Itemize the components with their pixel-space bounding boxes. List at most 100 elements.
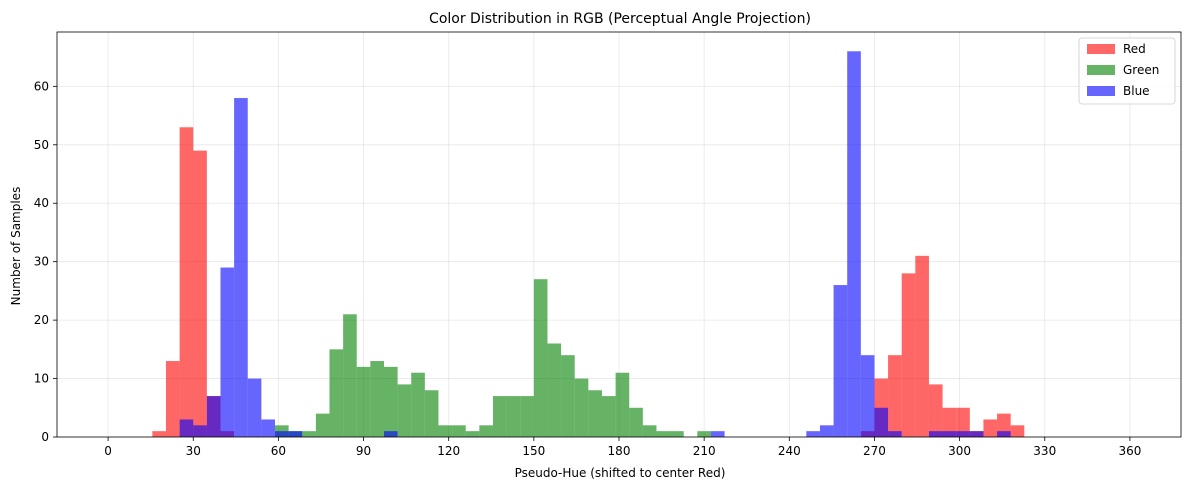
bar-red — [956, 407, 970, 437]
bar-green — [629, 407, 643, 437]
bar-green — [370, 361, 384, 437]
bar-blue — [969, 431, 984, 437]
legend-label-green: Green — [1123, 63, 1159, 77]
bar-blue — [261, 419, 275, 437]
bar-blue — [847, 51, 861, 438]
y-axis-label: Number of Samples — [9, 187, 23, 306]
bar-blue — [383, 431, 398, 437]
bar-green — [329, 349, 344, 437]
bar-blue — [888, 431, 902, 437]
bar-blue — [997, 431, 1011, 437]
bar-green — [547, 343, 562, 437]
bar-green — [479, 425, 493, 437]
ticks-layer: 0 30 60 90 120 150 180 210 240 270 300 330 360 0 10 20 3… — [34, 79, 1142, 458]
bar-red — [165, 361, 180, 437]
bar-green — [274, 425, 289, 437]
bar-red — [193, 150, 207, 438]
x-tick-label: 120 — [437, 444, 460, 458]
bar-red — [1010, 425, 1025, 437]
bar-blue — [234, 98, 248, 437]
x-tick-label: 180 — [608, 444, 631, 458]
bar-blue — [274, 431, 289, 437]
bar-blue — [179, 419, 194, 437]
y-tick-label: 20 — [34, 313, 49, 327]
bar-blue — [288, 431, 303, 437]
bar-red — [152, 431, 166, 437]
x-tick-label: 150 — [522, 444, 545, 458]
x-tick-label: 240 — [778, 444, 801, 458]
bar-green — [438, 425, 453, 437]
x-tick-label: 360 — [1118, 444, 1141, 458]
x-tick-label: 330 — [1033, 444, 1056, 458]
bar-green — [574, 378, 589, 437]
chart-title: Color Distribution in RGB (Perceptual An… — [429, 11, 811, 27]
y-tick-label: 60 — [34, 79, 49, 93]
bar-red — [915, 255, 929, 437]
bar-green — [642, 425, 657, 437]
y-tick-label: 50 — [34, 138, 49, 152]
bar-blue — [942, 431, 957, 437]
bar-green — [383, 366, 398, 437]
x-tick-label: 60 — [271, 444, 286, 458]
x-axis-label: Pseudo-Hue (shifted to center Red) — [515, 466, 726, 480]
bar-green — [424, 390, 439, 437]
x-tick-label: 90 — [356, 444, 371, 458]
legend-swatch-red — [1087, 44, 1115, 54]
y-tick-label: 40 — [34, 196, 49, 210]
y-tick-label: 30 — [34, 255, 49, 269]
x-tick-label: 0 — [104, 444, 112, 458]
bar-blue — [874, 407, 889, 437]
x-tick-label: 300 — [948, 444, 971, 458]
bar-red — [928, 384, 943, 437]
bar-blue — [220, 267, 235, 437]
bar-green — [452, 425, 466, 437]
bar-green — [302, 431, 316, 437]
legend-swatch-blue — [1087, 86, 1115, 96]
legend-label-blue: Blue — [1123, 84, 1150, 98]
series-blue — [179, 51, 1011, 438]
bar-blue — [710, 431, 725, 437]
bar-green — [465, 431, 480, 437]
bar-green — [588, 390, 602, 437]
bar-blue — [860, 355, 875, 437]
y-tick-label: 0 — [41, 430, 49, 444]
y-tick-label: 10 — [34, 372, 49, 386]
bar-blue — [956, 431, 970, 437]
bar-green — [492, 396, 507, 437]
bar-green — [411, 372, 425, 437]
bar-green — [561, 355, 575, 437]
bar-green — [670, 431, 684, 437]
bar-blue — [819, 425, 834, 437]
legend-swatch-green — [1087, 65, 1115, 75]
bar-green — [397, 384, 412, 437]
bar-green — [615, 372, 630, 437]
bar-blue — [206, 396, 221, 437]
bar-blue — [833, 285, 848, 437]
x-tick-label: 30 — [186, 444, 201, 458]
bar-blue — [928, 431, 943, 437]
bar-green — [315, 413, 330, 437]
x-tick-label: 270 — [863, 444, 886, 458]
bar-blue — [806, 431, 820, 437]
x-tick-label: 210 — [693, 444, 716, 458]
bar-green — [656, 431, 671, 437]
bar-green — [520, 396, 534, 437]
bar-green — [343, 314, 357, 437]
legend-label-red: Red — [1123, 42, 1146, 56]
bar-green — [697, 431, 711, 437]
bar-red — [983, 419, 998, 437]
legend: Red Green Blue — [1078, 37, 1176, 105]
bar-blue — [247, 378, 262, 437]
bar-blue — [193, 425, 207, 437]
bars-layer — [152, 51, 1025, 438]
bar-red — [901, 273, 916, 437]
bar-red — [888, 355, 902, 437]
bar-green — [356, 366, 371, 437]
bar-green — [506, 396, 521, 437]
bar-green — [601, 396, 616, 437]
bar-red — [942, 407, 957, 437]
bar-green — [533, 279, 548, 437]
bar-red — [179, 127, 194, 438]
